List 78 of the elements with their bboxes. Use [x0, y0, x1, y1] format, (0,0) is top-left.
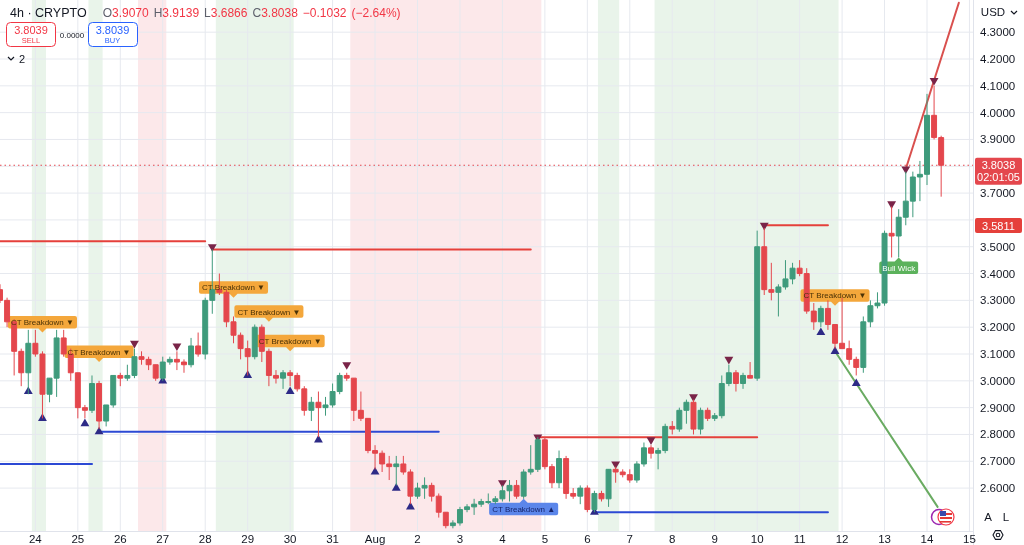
- x-tick-label: 2: [414, 532, 421, 545]
- text: L: [1002, 511, 1010, 523]
- y-tick-label: 3.9000: [980, 133, 1016, 146]
- candlestick: [584, 484, 591, 513]
- annotation: CT Breakdown ▼: [67, 347, 131, 357]
- text: 3.5811: [982, 219, 1015, 232]
- annotation: 2: [18, 53, 26, 65]
- candlestick: [605, 468, 612, 508]
- text: A: [984, 511, 993, 523]
- candlestick: [669, 420, 676, 435]
- annotation: Bull Wick: [882, 263, 917, 273]
- annotation: 0.0000: [59, 30, 85, 40]
- x-tick-label: 28: [198, 532, 212, 545]
- x-tick-label: 8: [669, 532, 676, 545]
- y-tick-label: 4.3000: [980, 26, 1016, 39]
- x-tick-label: 24: [28, 532, 43, 545]
- candlestick: [740, 372, 746, 390]
- annotation: CT Breakdown ▼: [11, 318, 74, 328]
- x-tick-label: 5: [541, 532, 549, 545]
- y-tick-label: 2.9000: [980, 401, 1016, 414]
- y-tick-label: 2.6000: [980, 482, 1016, 495]
- candlestick: [89, 374, 95, 414]
- candlestick: [754, 230, 761, 382]
- y-tick-label: 3.7000: [980, 187, 1016, 200]
- y-tick-label: 3.4000: [980, 267, 1016, 280]
- candlestick: [60, 329, 67, 358]
- x-tick-label: 26: [113, 532, 127, 545]
- y-tick-label: 4.1000: [980, 79, 1016, 92]
- y-tick-label: 3.0000: [980, 374, 1016, 387]
- candlestick: [577, 484, 584, 505]
- y-tick-label: 3.1000: [980, 348, 1016, 360]
- x-tick-label: 30: [283, 532, 297, 545]
- x-tick-label: Aug: [364, 532, 386, 545]
- x-tick-label: 4: [499, 532, 507, 545]
- x-tick-label: 14: [920, 532, 934, 545]
- candlestick: [648, 444, 654, 460]
- x-tick-label: 29: [241, 532, 255, 545]
- candlestick: [556, 450, 563, 489]
- x-tick-label: 31: [326, 532, 339, 545]
- x-tick-label: 25: [71, 532, 85, 545]
- candlestick: [188, 337, 195, 368]
- y-tick-label: 4.0000: [980, 106, 1016, 119]
- x-tick-label: 9: [711, 532, 718, 545]
- x-tick-label: 11: [793, 532, 806, 545]
- x-tick-label: 13: [878, 532, 891, 545]
- text: O3.9070 H3.9139 L3.6866 C3.8038 −0.1032 (−2.64%): [102, 6, 401, 20]
- y-tick-label: 2.8000: [980, 428, 1016, 441]
- annotation: CT Breakdown ▼: [237, 307, 301, 317]
- annotation: CT Breakdown ▲: [492, 505, 556, 515]
- y-tick-label: 3.2000: [980, 321, 1016, 334]
- candlestick: [697, 407, 704, 435]
- x-tick-label: 27: [156, 532, 170, 545]
- candlestick: [280, 369, 287, 390]
- annotation: CT Breakdown ▼: [803, 291, 867, 301]
- candlestick: [732, 369, 739, 393]
- y-tick-label: 3.3000: [980, 294, 1016, 307]
- x-tick-label: 12: [835, 532, 849, 545]
- y-tick-label: 2.7000: [980, 455, 1016, 468]
- candlestick: [598, 490, 605, 502]
- x-tick-label: 7: [626, 532, 633, 545]
- x-tick-label: 6: [584, 532, 591, 545]
- x-tick-label: 3: [456, 532, 464, 545]
- candlestick: [704, 407, 711, 422]
- candlestick: [817, 305, 824, 328]
- x-tick-label: 10: [750, 532, 764, 545]
- text: USD: [980, 6, 1006, 18]
- annotation: 3.8039: [14, 24, 48, 36]
- candlestick: [251, 324, 258, 360]
- y-tick-label: 3.5000: [980, 240, 1016, 253]
- candlestick: [308, 396, 315, 422]
- candlestick: [513, 479, 520, 500]
- candlestick: [117, 372, 124, 387]
- text: 4h · CRYPTO: [10, 6, 87, 20]
- candlestick: [747, 361, 754, 379]
- annotation: 3.8039: [95, 24, 130, 36]
- x-tick-label: 15: [963, 532, 976, 545]
- y-tick-label: 4.2000: [980, 53, 1016, 65]
- candlestick: [195, 332, 202, 358]
